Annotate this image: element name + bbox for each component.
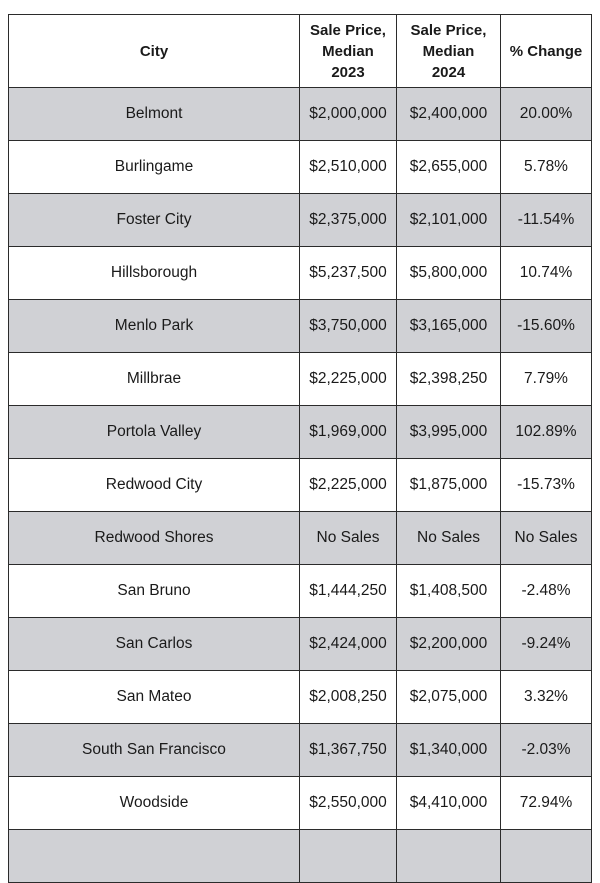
- cell-change: 3.32%: [500, 670, 592, 724]
- cell-city: [8, 829, 300, 883]
- cell-change: 20.00%: [500, 87, 592, 141]
- cell-price-2023: $2,008,250: [299, 670, 397, 724]
- cell-city: Redwood Shores: [8, 511, 300, 565]
- cell-price-2024: $2,398,250: [396, 352, 501, 406]
- header-city: City: [8, 14, 300, 88]
- table-row: Burlingame $2,510,000 $2,655,000 5.78%: [8, 140, 592, 194]
- table-row: San Carlos $2,424,000 $2,200,000 -9.24%: [8, 617, 592, 671]
- cell-price-2024: $5,800,000: [396, 246, 501, 300]
- cell-price-2023: $3,750,000: [299, 299, 397, 353]
- table-body: Belmont $2,000,000 $2,400,000 20.00% Burling…: [8, 87, 592, 883]
- sales-table-container: City Sale Price, Median 2023 Sale Price,…: [8, 14, 592, 883]
- cell-price-2024: $1,875,000: [396, 458, 501, 512]
- cell-city: San Bruno: [8, 564, 300, 618]
- cell-price-2023: $2,225,000: [299, 458, 397, 512]
- table-row: South San Francisco $1,367,750 $1,340,000-…: [8, 723, 592, 777]
- table-row: Redwood Shores No Sales No Sales No Sales: [8, 511, 592, 565]
- table-row: San Bruno $1,444,250 $1,408,500 -2.48%: [8, 564, 592, 618]
- table-row: Portola Valley $1,969,000 $3,995,000 102.89…: [8, 405, 592, 459]
- table-row: San Mateo $2,008,250 $2,075,000 3.32%: [8, 670, 592, 724]
- table-row: Hillsborough $5,237,500 $5,800,000 10.74%: [8, 246, 592, 300]
- table-row: Woodside $2,550,000 $4,410,000 72.94%: [8, 776, 592, 830]
- median-sale-price-table: City Sale Price, Median 2023 Sale Price,…: [8, 14, 592, 883]
- cell-price-2023: $1,969,000: [299, 405, 397, 459]
- cell-price-2024: $3,165,000: [396, 299, 501, 353]
- cell-price-2024: $2,200,000: [396, 617, 501, 671]
- cell-price-2024: $2,101,000: [396, 193, 501, 247]
- cell-price-2023: $1,367,750: [299, 723, 397, 777]
- table-header: City Sale Price, Median 2023 Sale Price,…: [8, 14, 592, 88]
- cell-city: Menlo Park: [8, 299, 300, 353]
- cell-price-2023: $2,375,000: [299, 193, 397, 247]
- header-price-2023-line: Median: [322, 42, 374, 60]
- cell-price-2023: $2,225,000: [299, 352, 397, 406]
- header-price-2023-line: Sale Price,: [310, 21, 386, 39]
- header-row: City Sale Price, Median 2023 Sale Price,…: [8, 14, 592, 88]
- cell-city: Burlingame: [8, 140, 300, 194]
- cell-price-2024: $1,340,000: [396, 723, 501, 777]
- cell-city: Redwood City: [8, 458, 300, 512]
- cell-city: Foster City: [8, 193, 300, 247]
- cell-change: 5.78%: [500, 140, 592, 194]
- header-price-2024-line: Median: [422, 42, 475, 60]
- cell-city: Hillsborough: [8, 246, 300, 300]
- cell-change: 102.89%: [500, 405, 592, 459]
- header-price-2023: Sale Price, Median 2023: [299, 14, 397, 88]
- header-price-2024-line: Sale Price,: [410, 21, 487, 39]
- cell-change: -2.48%: [500, 564, 592, 618]
- cell-price-2024: No Sales: [396, 511, 501, 565]
- cell-change: -2.03%: [500, 723, 592, 777]
- cell-city: Belmont: [8, 87, 300, 141]
- table-row: Foster City $2,375,000 $2,101,000 -11.54%: [8, 193, 592, 247]
- table-row: Belmont $2,000,000 $2,400,000 20.00%: [8, 87, 592, 141]
- header-price-2024-line: 2024: [431, 63, 466, 81]
- cell-city: Millbrae: [8, 352, 300, 406]
- cell-city: San Mateo: [8, 670, 300, 724]
- cell-city: San Carlos: [8, 617, 300, 671]
- cell-price-2023: No Sales: [299, 511, 397, 565]
- cell-price-2023: $5,237,500: [299, 246, 397, 300]
- cell-change: No Sales: [500, 511, 592, 565]
- cell-change: -11.54%: [500, 193, 592, 247]
- cell-change: 72.94%: [500, 776, 592, 830]
- header-price-2023-line: 2023: [331, 63, 365, 81]
- header-price-2024: Sale Price, Median 2024: [396, 14, 501, 88]
- cell-change: [500, 829, 592, 883]
- cell-price-2023: $1,444,250: [299, 564, 397, 618]
- cell-price-2023: $2,424,000: [299, 617, 397, 671]
- table-row: Millbrae $2,225,000 $2,398,250 7.79%: [8, 352, 592, 406]
- cell-price-2023: [299, 829, 397, 883]
- cell-change: 7.79%: [500, 352, 592, 406]
- cell-price-2024: $4,410,000: [396, 776, 501, 830]
- cell-price-2023: $2,550,000: [299, 776, 397, 830]
- cell-price-2024: [396, 829, 501, 883]
- header-change: % Change: [500, 14, 592, 88]
- cell-city: Woodside: [8, 776, 300, 830]
- table-row: Redwood City $2,225,000 $1,875,000 -15.73%: [8, 458, 592, 512]
- cell-price-2024: $3,995,000: [396, 405, 501, 459]
- cell-price-2024: $1,408,500: [396, 564, 501, 618]
- cell-city: South San Francisco: [8, 723, 300, 777]
- cell-change: 10.74%: [500, 246, 592, 300]
- cell-city: Portola Valley: [8, 405, 300, 459]
- cell-price-2024: $2,075,000: [396, 670, 501, 724]
- table-row: Menlo Park $3,750,000 $3,165,000 -15.60%: [8, 299, 592, 353]
- table-row: [8, 829, 592, 883]
- cell-price-2023: $2,510,000: [299, 140, 397, 194]
- cell-price-2024: $2,655,000: [396, 140, 501, 194]
- cell-price-2024: $2,400,000: [396, 87, 501, 141]
- cell-price-2023: $2,000,000: [299, 87, 397, 141]
- cell-change: -15.60%: [500, 299, 592, 353]
- cell-change: -15.73%: [500, 458, 592, 512]
- cell-change: -9.24%: [500, 617, 592, 671]
